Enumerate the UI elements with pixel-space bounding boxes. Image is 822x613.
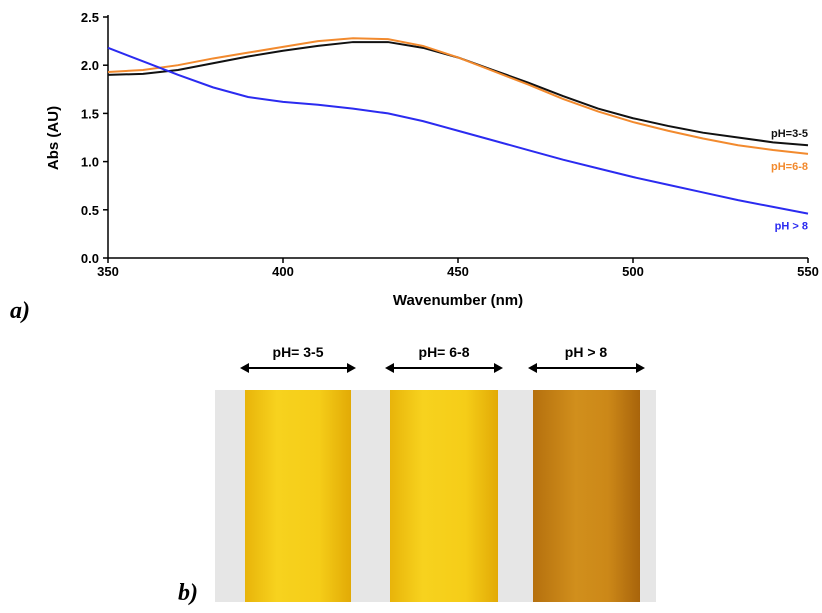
series-label: pH=6-8 [771,161,808,173]
photo-label: pH > 8 [565,344,608,360]
photo-label: pH= 6-8 [419,344,470,360]
vial [533,390,640,602]
y-tick-label: 2.5 [81,10,99,25]
x-tick-label: 500 [622,264,644,279]
photo-label: pH= 3-5 [273,344,324,360]
series-label: pH > 8 [775,221,808,233]
y-tick-label: 1.5 [81,106,99,121]
x-tick-label: 550 [797,264,819,279]
y-tick-label: 0.5 [81,203,99,218]
vial [390,390,498,602]
y-tick-label: 1.0 [81,155,99,170]
y-tick-label: 0.0 [81,251,99,266]
vial [245,390,351,602]
arrows [240,363,645,373]
y-tick-label: 2.0 [81,58,99,73]
data-line [107,37,809,155]
x-tick-label: 350 [97,264,119,279]
y-axis-label: Abs (AU) [45,106,62,170]
x-axis-label: Wavenumber (nm) [393,292,523,309]
data-line [107,46,809,215]
series-label: pH=3-5 [771,128,808,140]
x-tick-label: 400 [272,264,294,279]
panel-label: b) [178,580,198,606]
panel-label: a) [10,298,30,324]
x-tick-label: 450 [447,264,469,279]
